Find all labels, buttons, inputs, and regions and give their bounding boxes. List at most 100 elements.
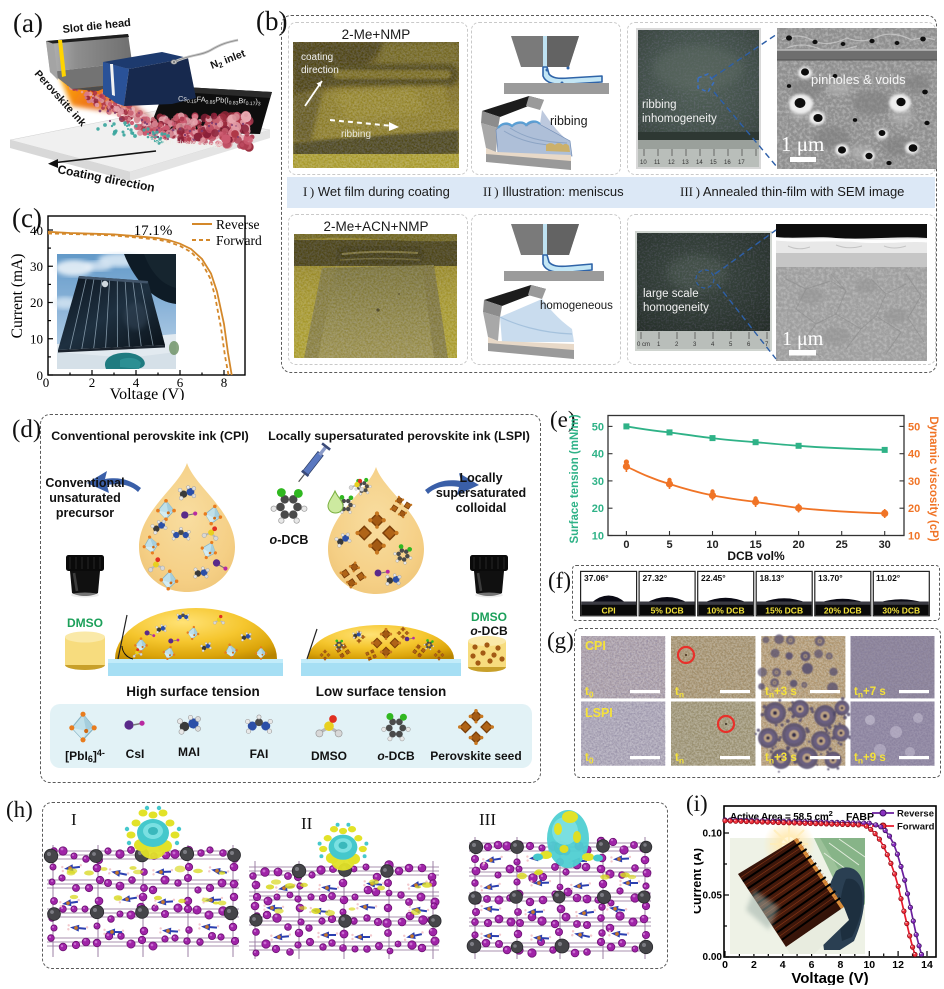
svg-text:Voltage (V): Voltage (V) xyxy=(791,970,868,985)
svg-text:large scale: large scale xyxy=(643,288,699,300)
svg-text:Forward: Forward xyxy=(216,233,262,248)
svg-text:supersaturated: supersaturated xyxy=(436,486,526,500)
svg-text:22.45°: 22.45° xyxy=(701,573,726,583)
svg-text:10: 10 xyxy=(592,531,604,543)
svg-text:tn+9 s: tn+9 s xyxy=(854,752,886,766)
svg-text:DCB vol%: DCB vol% xyxy=(727,549,785,560)
svg-text:30% DCB: 30% DCB xyxy=(882,605,920,615)
svg-text:13.70°: 13.70° xyxy=(818,573,843,583)
svg-text:11: 11 xyxy=(654,160,661,166)
svg-text:MAI: MAI xyxy=(178,745,200,759)
svg-text:13: 13 xyxy=(682,160,689,166)
svg-text:ribbing: ribbing xyxy=(341,129,371,140)
svg-text:20: 20 xyxy=(592,503,604,515)
svg-text:40: 40 xyxy=(30,223,43,238)
svg-text:15% DCB: 15% DCB xyxy=(765,605,803,615)
svg-text:37.06°: 37.06° xyxy=(584,573,609,583)
svg-text:ribbing: ribbing xyxy=(550,114,588,128)
svg-text:II: II xyxy=(301,814,313,833)
svg-text:4: 4 xyxy=(711,342,715,348)
svg-text:Reverse: Reverse xyxy=(216,217,259,232)
svg-text:Current (mA): Current (mA) xyxy=(9,254,26,339)
svg-text:2: 2 xyxy=(751,959,757,971)
svg-text:3: 3 xyxy=(693,342,697,348)
svg-text:30: 30 xyxy=(592,476,604,488)
svg-text:1 μm: 1 μm xyxy=(782,328,824,350)
svg-text:1: 1 xyxy=(657,342,661,348)
svg-text:CPI: CPI xyxy=(585,639,606,653)
svg-text:Reverse: Reverse xyxy=(897,809,934,820)
svg-text:4: 4 xyxy=(780,959,786,971)
svg-text:o-DCB: o-DCB xyxy=(270,533,309,547)
svg-text:I: I xyxy=(71,810,77,829)
svg-text:CPI: CPI xyxy=(602,605,616,615)
svg-text:0.00: 0.00 xyxy=(703,952,723,963)
svg-text:15: 15 xyxy=(710,160,717,166)
svg-text:0: 0 xyxy=(623,539,629,551)
svg-text:Locally supersaturated perovsk: Locally supersaturated perovskite ink (L… xyxy=(268,429,530,443)
svg-text:0 cm: 0 cm xyxy=(637,342,650,348)
svg-text:50: 50 xyxy=(592,421,604,433)
svg-text:Conventional: Conventional xyxy=(45,476,124,490)
svg-text:t0: t0 xyxy=(585,686,594,700)
svg-text:ribbing: ribbing xyxy=(642,99,677,111)
svg-text:10: 10 xyxy=(706,539,718,551)
svg-text:20: 20 xyxy=(30,295,43,310)
svg-text:30: 30 xyxy=(908,476,920,488)
svg-text:tn+7 s: tn+7 s xyxy=(854,686,886,700)
svg-text:homogeneity: homogeneity xyxy=(643,302,709,314)
svg-text:8: 8 xyxy=(221,375,228,390)
svg-text:0: 0 xyxy=(37,368,44,383)
svg-text:27.32°: 27.32° xyxy=(643,573,668,583)
svg-text:Slot die head: Slot die head xyxy=(62,17,131,36)
svg-text:III: III xyxy=(479,810,496,829)
svg-text:o-DCB: o-DCB xyxy=(377,749,415,763)
svg-text:17: 17 xyxy=(738,160,745,166)
svg-text:Voltage (V): Voltage (V) xyxy=(110,386,185,400)
svg-text:5% DCB: 5% DCB xyxy=(651,605,684,615)
svg-text:10: 10 xyxy=(30,332,43,347)
svg-text:25: 25 xyxy=(836,539,848,551)
svg-text:6: 6 xyxy=(177,375,184,390)
svg-text:0: 0 xyxy=(43,375,50,390)
svg-text:14: 14 xyxy=(921,959,933,971)
svg-text:tn: tn xyxy=(675,686,684,700)
svg-text:16: 16 xyxy=(724,160,731,166)
svg-text:tn: tn xyxy=(675,752,684,766)
svg-text:t0: t0 xyxy=(585,752,594,766)
svg-text:6: 6 xyxy=(747,342,751,348)
svg-text:Low surface tension: Low surface tension xyxy=(316,684,447,699)
svg-text:8: 8 xyxy=(837,959,843,971)
svg-text:5: 5 xyxy=(666,539,672,551)
svg-text:17.1%: 17.1% xyxy=(134,223,173,239)
svg-text:DMSO: DMSO xyxy=(311,749,347,763)
svg-text:10: 10 xyxy=(640,160,647,166)
svg-text:10: 10 xyxy=(863,959,875,971)
svg-text:Dynamic viscosity (cP): Dynamic viscosity (cP) xyxy=(927,416,939,541)
svg-text:precursor: precursor xyxy=(56,506,114,520)
svg-text:18.13°: 18.13° xyxy=(760,573,785,583)
svg-text:High surface tension: High surface tension xyxy=(126,684,260,699)
svg-text:40: 40 xyxy=(908,449,920,461)
svg-text:LSPI: LSPI xyxy=(585,706,613,720)
svg-text:14: 14 xyxy=(696,160,703,166)
svg-text:FABP: FABP xyxy=(846,811,874,823)
svg-text:5: 5 xyxy=(729,342,733,348)
svg-text:Forward: Forward xyxy=(897,822,935,833)
svg-text:6: 6 xyxy=(809,959,815,971)
svg-text:11.02°: 11.02° xyxy=(876,573,901,583)
svg-text:pinholes & voids: pinholes & voids xyxy=(811,72,906,87)
svg-text:30: 30 xyxy=(879,539,891,551)
svg-text:tn+3 s: tn+3 s xyxy=(765,752,797,766)
svg-text:Current (A): Current (A) xyxy=(694,848,704,914)
svg-text:0: 0 xyxy=(722,959,728,971)
svg-text:direction: direction xyxy=(301,65,339,76)
svg-text:50: 50 xyxy=(908,421,920,433)
svg-text:N2 inlet: N2 inlet xyxy=(209,47,248,72)
svg-text:12: 12 xyxy=(668,160,675,166)
svg-text:Surface tension (mN/m): Surface tension (mN/m) xyxy=(569,414,581,543)
svg-text:0.05: 0.05 xyxy=(703,891,723,902)
svg-text:15: 15 xyxy=(749,539,761,551)
svg-text:20: 20 xyxy=(792,539,804,551)
svg-text:Locally: Locally xyxy=(459,471,502,485)
